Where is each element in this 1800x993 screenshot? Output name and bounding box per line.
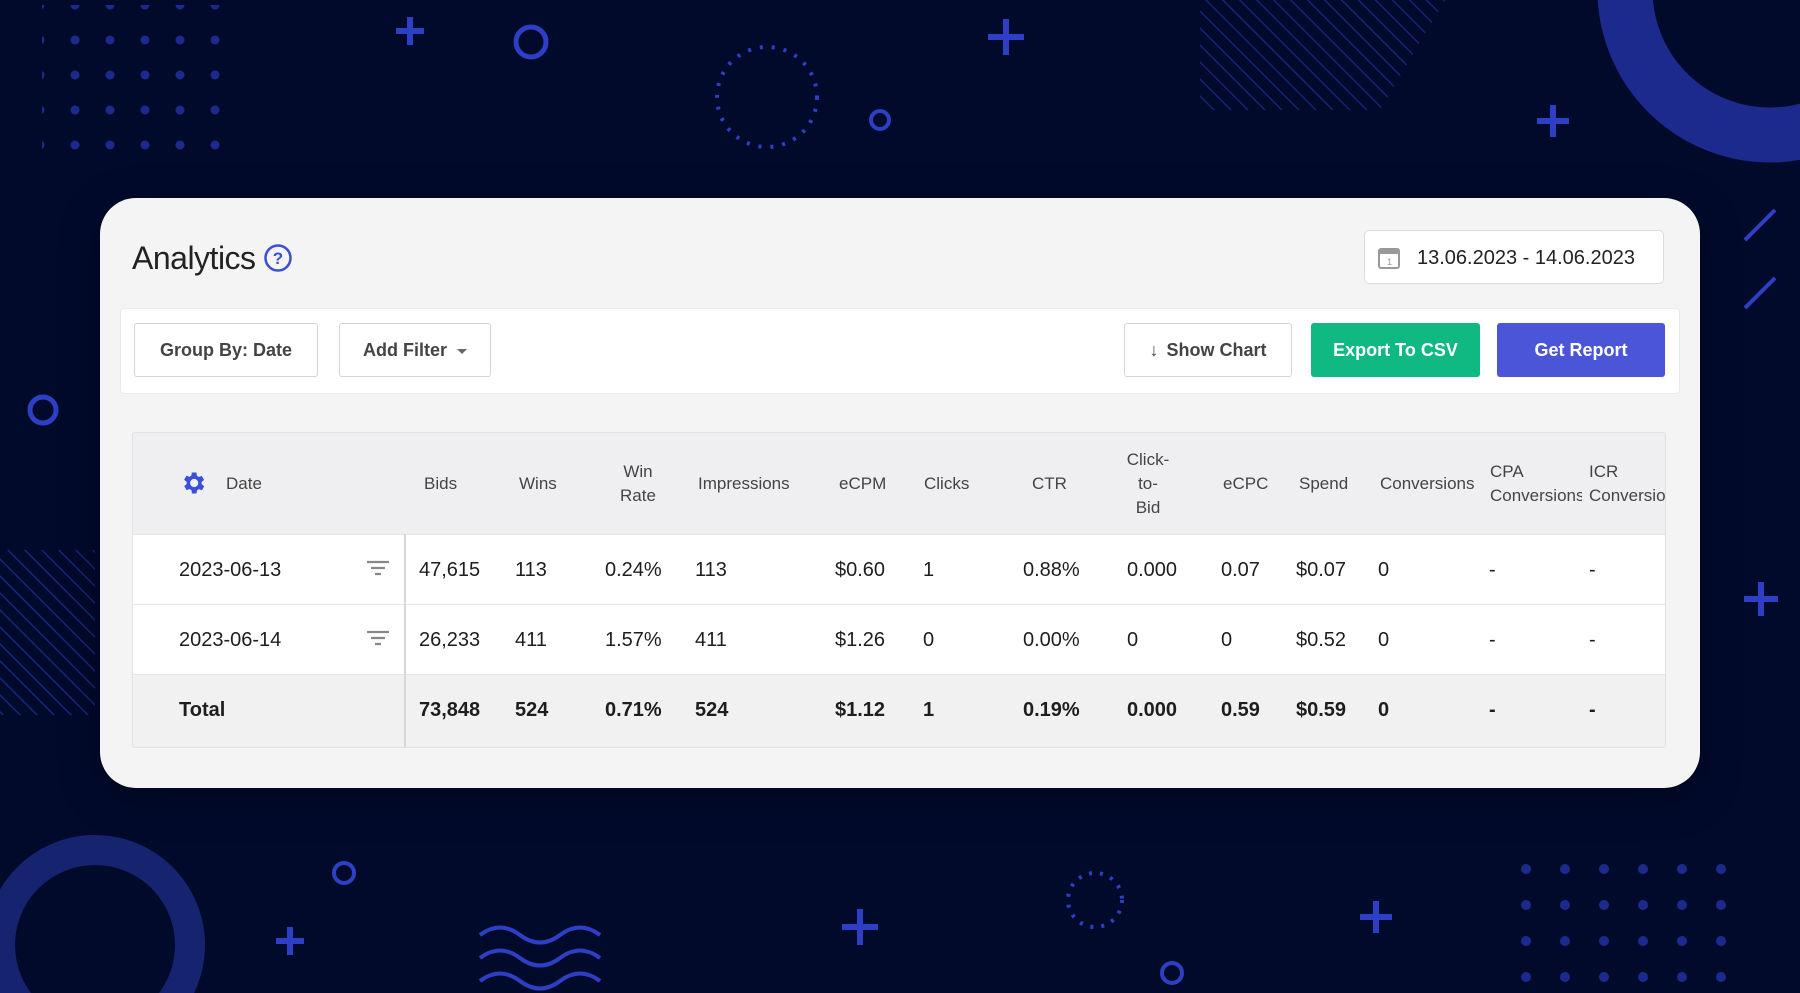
cell-click-to-bid: 0 <box>1127 628 1139 651</box>
cell-spend: $0.52 <box>1296 628 1347 651</box>
col-header-click-to-bid[interactable]: Click- to- Bid <box>1126 449 1170 517</box>
col-header-conversions[interactable]: Conversions <box>1380 473 1475 493</box>
caret-down-icon <box>457 349 467 354</box>
date-range-picker[interactable]: 1 13.06.2023 - 14.06.2023 <box>1364 230 1664 284</box>
cell-ctr: 0.88% <box>1023 558 1080 581</box>
analytics-table: Date Bids Wins Win Rate Impressions eCPM… <box>132 432 1666 748</box>
cell-bids: 73,848 <box>419 698 481 721</box>
cell-clicks: 1 <box>923 698 935 721</box>
col-header-spend[interactable]: Spend <box>1299 473 1349 493</box>
cell-clicks: 0 <box>923 628 935 651</box>
cell-icr-conversion: - <box>1589 558 1596 581</box>
cell-spend: $0.59 <box>1296 698 1347 721</box>
cell-win-rate: 1.57% <box>605 628 662 651</box>
show-chart-button[interactable]: ↓ Show Chart <box>1124 323 1292 377</box>
filter-lines-icon[interactable] <box>365 559 391 579</box>
get-report-button[interactable]: Get Report <box>1497 323 1665 377</box>
col-header-wins[interactable]: Wins <box>519 473 557 493</box>
filter-lines-icon[interactable] <box>365 629 391 649</box>
cell-date: 2023-06-14 <box>179 628 282 651</box>
cell-icr-conversion: - <box>1589 698 1596 721</box>
cell-total-label: Total <box>179 698 226 721</box>
col-header-clicks[interactable]: Clicks <box>924 473 970 493</box>
col-header-icr-conversion[interactable]: ICR Conversion <box>1589 461 1666 505</box>
group-by-button[interactable]: Group By: Date <box>134 323 318 377</box>
table-total-row: Total 73,848 524 0.71% 524 $1.12 1 0.19%… <box>133 674 1665 747</box>
cell-ctr: 0.00% <box>1023 628 1080 651</box>
cell-click-to-bid: 0.000 <box>1127 698 1178 721</box>
cell-ecpm: $1.12 <box>835 698 886 721</box>
cell-conversions: 0 <box>1378 628 1390 651</box>
cell-ecpc: 0.59 <box>1221 698 1260 721</box>
cell-icr-conversion: - <box>1589 628 1596 651</box>
col-header-ecpm[interactable]: eCPM <box>839 473 887 493</box>
col-header-impressions[interactable]: Impressions <box>698 473 790 493</box>
arrow-down-icon: ↓ <box>1149 339 1159 360</box>
add-filter-label: Add Filter <box>363 339 447 360</box>
cell-wins: 524 <box>515 698 549 721</box>
page-title: Analytics <box>132 240 256 276</box>
col-header-win-rate[interactable]: Win Rate <box>620 461 656 505</box>
table-row[interactable]: 2023-06-14 26,233 411 1.57% 411 $1.26 0 … <box>133 604 1665 674</box>
cell-conversions: 0 <box>1378 558 1390 581</box>
cell-ctr: 0.19% <box>1023 698 1080 721</box>
cell-clicks: 1 <box>923 558 935 581</box>
gear-icon[interactable] <box>179 469 207 497</box>
cell-impressions: 411 <box>695 628 727 651</box>
col-header-bids[interactable]: Bids <box>424 473 458 493</box>
cell-conversions: 0 <box>1378 698 1390 721</box>
cell-bids: 26,233 <box>419 628 481 651</box>
column-divider <box>404 534 406 747</box>
cell-win-rate: 0.24% <box>605 558 662 581</box>
svg-text:?: ? <box>273 249 283 268</box>
cell-ecpc: 0 <box>1221 628 1233 651</box>
help-icon[interactable]: ? <box>263 243 293 273</box>
cell-impressions: 524 <box>695 698 729 721</box>
group-by-label: Group By: Date <box>159 339 292 360</box>
add-filter-button[interactable]: Add Filter <box>339 323 491 377</box>
date-range-text: 13.06.2023 - 14.06.2023 <box>1417 247 1635 269</box>
cell-win-rate: 0.71% <box>605 698 662 721</box>
show-chart-label: Show Chart <box>1166 339 1267 360</box>
cell-wins: 113 <box>515 558 547 581</box>
cell-date: 2023-06-13 <box>179 558 282 581</box>
cell-cpa-conversions: - <box>1489 698 1496 721</box>
cell-spend: $0.07 <box>1296 558 1347 581</box>
export-csv-label: Export To CSV <box>1333 339 1458 360</box>
col-header-date[interactable]: Date <box>226 473 262 493</box>
cell-cpa-conversions: - <box>1489 558 1496 581</box>
export-csv-button[interactable]: Export To CSV <box>1311 323 1480 377</box>
cell-ecpm: $0.60 <box>835 558 886 581</box>
report-toolbar: Group By: Date Add Filter ↓ Show Chart E… <box>120 308 1680 394</box>
calendar-icon: 1 <box>1378 248 1400 269</box>
col-header-cpa-conversions[interactable]: CPA Conversions <box>1490 461 1582 505</box>
col-header-ctr[interactable]: CTR <box>1032 473 1067 493</box>
table-row[interactable]: 2023-06-13 47,615 113 0.24% 113 $0.60 1 … <box>133 534 1665 604</box>
cell-click-to-bid: 0.000 <box>1127 558 1178 581</box>
cell-bids: 47,615 <box>419 558 481 581</box>
table-header: Date Bids Wins Win Rate Impressions eCPM… <box>133 433 1666 534</box>
svg-text:1: 1 <box>1387 257 1392 267</box>
get-report-label: Get Report <box>1534 339 1628 360</box>
analytics-panel: Analytics ? 1 13.06.2023 - 14.06.2023 Gr… <box>100 198 1700 788</box>
cell-cpa-conversions: - <box>1489 628 1496 651</box>
cell-impressions: 113 <box>695 558 727 581</box>
cell-ecpm: $1.26 <box>835 628 886 651</box>
col-header-ecpc[interactable]: eCPC <box>1223 473 1269 493</box>
cell-ecpc: 0.07 <box>1221 558 1260 581</box>
cell-wins: 411 <box>515 628 547 651</box>
